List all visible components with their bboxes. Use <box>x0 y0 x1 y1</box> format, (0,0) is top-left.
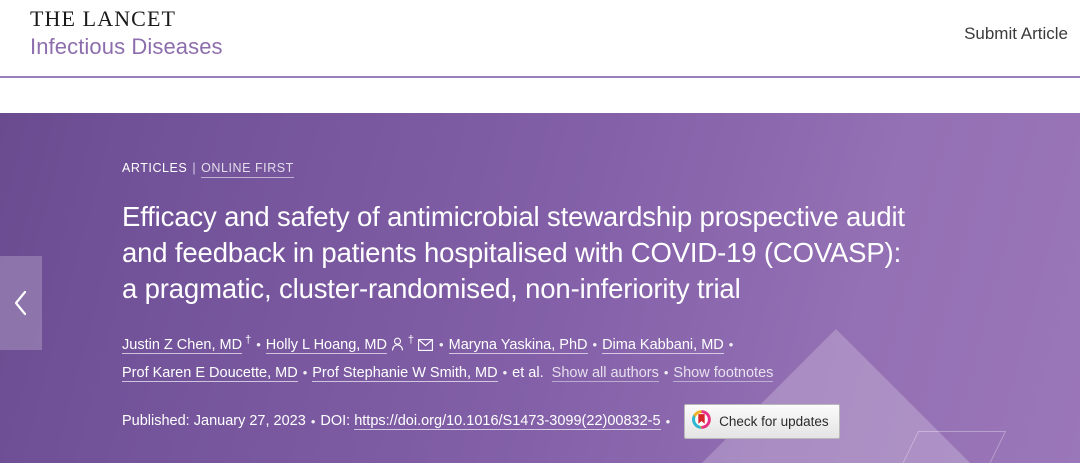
crossmark-label: Check for updates <box>719 413 829 429</box>
author-separator-bullet: • <box>439 336 444 352</box>
author-separator-bullet: • <box>592 336 598 352</box>
footnote-dagger-icon[interactable]: † <box>407 334 415 346</box>
meta-separator-bullet: • <box>665 413 671 429</box>
published-label: Published: <box>122 413 190 430</box>
kicker-section-label: ARTICLES <box>122 161 188 175</box>
author-separator-bullet: • <box>663 364 669 380</box>
publication-meta: Published: January 27, 2023 • DOI: https:/… <box>122 403 922 439</box>
show-all-authors-link[interactable]: Show all authors <box>551 364 659 382</box>
author-email-icon[interactable] <box>418 334 433 360</box>
doi-link[interactable]: https://doi.org/10.1016/S1473-3099(22)00… <box>354 412 661 430</box>
footnote-dagger-icon[interactable]: † <box>245 334 252 346</box>
author-link[interactable]: Prof Karen E Doucette, MD <box>122 364 298 382</box>
brand-title-lancet: THE LANCET <box>30 6 177 31</box>
author-link[interactable]: Holly L Hoang, MD <box>265 336 387 354</box>
header-spacer <box>0 78 1080 113</box>
site-logo[interactable]: THE LANCET Infectious Diseases <box>30 8 223 58</box>
submit-article-link[interactable]: Submit Article <box>964 24 1068 43</box>
author-link[interactable]: Maryna Yaskina, PhD <box>448 336 588 354</box>
doi-label: DOI: <box>320 413 351 430</box>
author-list: Justin Z Chen, MD † • Holly L Hoang, MD † • Ma… <box>122 327 822 386</box>
site-header: THE LANCET Infectious Diseases Submit Ar… <box>0 0 1080 78</box>
et-al-label: et al. <box>512 364 544 381</box>
crossmark-check-for-updates-button[interactable]: Check for updates <box>684 403 840 439</box>
article-hero-banner: ARTICLES | ONLINE FIRST Efficacy and safet… <box>0 113 1080 463</box>
meta-separator-bullet: • <box>310 413 316 429</box>
hero-content: ARTICLES | ONLINE FIRST Efficacy and safet… <box>0 113 922 439</box>
article-kicker: ARTICLES | ONLINE FIRST <box>122 161 922 178</box>
author-profile-icon[interactable] <box>391 334 404 360</box>
author-separator-bullet: • <box>728 336 734 352</box>
chevron-left-icon <box>13 289 29 317</box>
author-link[interactable]: Prof Stephanie W Smith, MD <box>312 364 498 382</box>
show-footnotes-link[interactable]: Show footnotes <box>673 364 774 382</box>
published-date: January 27, 2023 <box>193 413 306 430</box>
article-title: Efficacy and safety of antimicrobial ste… <box>122 201 905 304</box>
kicker-online-first-link[interactable]: ONLINE FIRST <box>201 161 294 178</box>
author-separator-bullet: • <box>302 364 308 380</box>
author-link[interactable]: Justin Z Chen, MD <box>122 336 243 354</box>
crossmark-logo-icon <box>691 409 712 434</box>
author-separator-bullet: • <box>502 364 508 380</box>
brand-subtitle-journal: Infectious Diseases <box>30 34 223 59</box>
previous-article-button[interactable] <box>0 256 42 350</box>
author-separator-bullet: • <box>256 336 261 352</box>
kicker-separator: | <box>192 161 197 175</box>
author-link[interactable]: Dima Kabbani, MD <box>602 336 724 354</box>
